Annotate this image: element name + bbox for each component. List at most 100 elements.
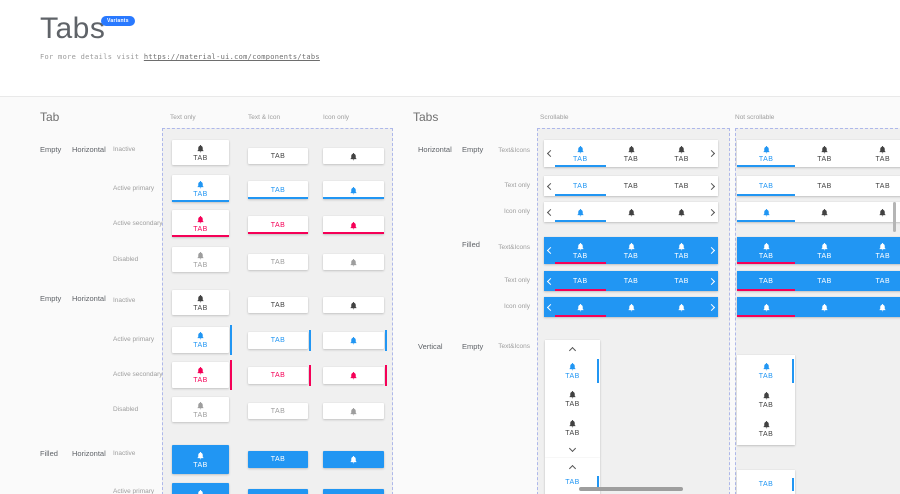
tab[interactable]: TAB xyxy=(656,237,707,264)
tab[interactable] xyxy=(555,297,606,317)
tab-cell[interactable] xyxy=(323,451,384,468)
tab-cell[interactable]: TAB xyxy=(172,360,232,390)
tab[interactable] xyxy=(606,297,657,317)
tab[interactable]: TAB xyxy=(606,271,657,291)
vertical-tab-strip: TAB TAB TAB xyxy=(545,340,600,458)
tab[interactable]: TAB xyxy=(545,476,600,489)
tab-cell[interactable] xyxy=(323,181,384,199)
chevron-right-icon[interactable] xyxy=(707,271,718,291)
tab[interactable]: TAB xyxy=(656,271,707,291)
tab-cell[interactable]: TAB xyxy=(248,451,308,468)
chevron-right-icon[interactable] xyxy=(707,140,718,167)
tab-cell[interactable] xyxy=(323,297,384,313)
tab-cell[interactable]: TAB xyxy=(172,445,229,474)
tab[interactable] xyxy=(854,202,900,222)
tab[interactable]: TAB xyxy=(854,271,900,291)
tab-cell[interactable]: TAB xyxy=(172,290,229,315)
tab-cell[interactable]: TAB xyxy=(172,247,229,272)
tab-cell[interactable]: TAB xyxy=(248,297,308,313)
docs-link[interactable]: https://material-ui.com/components/tabs xyxy=(143,53,320,61)
chevron-left-icon[interactable] xyxy=(544,297,555,317)
tab[interactable]: TAB xyxy=(737,478,795,491)
tab[interactable]: TAB xyxy=(545,417,600,439)
tab-cell[interactable]: TAB xyxy=(248,365,311,386)
tab-label: TAB xyxy=(193,461,208,469)
tab[interactable] xyxy=(737,202,796,222)
tab[interactable]: TAB xyxy=(737,237,796,264)
tab-cell[interactable]: TAB xyxy=(172,397,229,422)
tab[interactable] xyxy=(555,202,606,222)
tab[interactable] xyxy=(656,297,707,317)
tab[interactable] xyxy=(795,297,853,317)
tab[interactable]: TAB xyxy=(795,237,853,264)
tab[interactable]: TAB xyxy=(656,176,707,196)
tab-cell[interactable] xyxy=(323,330,387,351)
tab-cell[interactable] xyxy=(323,148,384,164)
vertical-scrollbar[interactable] xyxy=(893,202,896,232)
bell-icon xyxy=(197,144,204,152)
tab-cell[interactable]: TAB xyxy=(172,175,229,202)
chevron-right-icon[interactable] xyxy=(707,297,718,317)
tab[interactable]: TAB xyxy=(854,176,900,196)
tab-cell[interactable]: TAB xyxy=(248,489,308,494)
tab-cell[interactable] xyxy=(323,254,384,270)
tab-cell[interactable] xyxy=(323,365,387,386)
tab[interactable]: TAB xyxy=(606,237,657,264)
tab-cell[interactable]: TAB xyxy=(248,330,311,351)
tab[interactable]: TAB xyxy=(795,271,853,291)
tab[interactable] xyxy=(656,202,707,222)
tab[interactable]: TAB xyxy=(737,176,796,196)
tab-cell[interactable]: TAB xyxy=(172,210,229,237)
chevron-left-icon[interactable] xyxy=(544,140,555,167)
tab[interactable]: TAB xyxy=(737,271,796,291)
chevron-left-icon[interactable] xyxy=(544,237,555,264)
tab[interactable]: TAB xyxy=(795,176,853,196)
tab-cell[interactable]: TAB xyxy=(172,140,229,165)
tab[interactable] xyxy=(795,202,853,222)
tab-cell[interactable]: TAB xyxy=(248,403,308,419)
chevron-left-icon[interactable] xyxy=(544,271,555,291)
tab[interactable]: TAB xyxy=(854,140,900,167)
tab-cell[interactable] xyxy=(323,489,384,494)
chevron-left-icon[interactable] xyxy=(544,176,555,196)
tab-cell[interactable]: TAB xyxy=(248,254,308,270)
tab[interactable] xyxy=(737,297,796,317)
active-indicator xyxy=(737,194,796,196)
chevron-up-icon[interactable] xyxy=(545,463,600,471)
tab[interactable]: TAB xyxy=(737,418,795,440)
tab[interactable]: TAB xyxy=(555,271,606,291)
tab-cell[interactable]: TAB xyxy=(248,148,308,164)
tab[interactable]: TAB xyxy=(656,140,707,167)
tab-cell[interactable] xyxy=(323,403,384,419)
tab[interactable]: TAB xyxy=(737,140,796,167)
tab[interactable] xyxy=(854,297,900,317)
chevron-down-icon[interactable] xyxy=(545,445,600,453)
tab[interactable] xyxy=(606,202,657,222)
tab-cell[interactable]: TAB xyxy=(172,325,232,355)
chevron-left-icon[interactable] xyxy=(544,202,555,222)
tab[interactable]: TAB xyxy=(545,358,600,383)
chevron-right-icon[interactable] xyxy=(707,202,718,222)
chevron-right-icon[interactable] xyxy=(707,176,718,196)
tab-bar xyxy=(544,297,718,317)
tab[interactable]: TAB xyxy=(555,237,606,264)
tab-bar: TAB TAB TAB xyxy=(737,271,900,291)
tab[interactable]: TAB xyxy=(737,359,795,383)
tab-cell[interactable] xyxy=(323,216,384,234)
tab-cell[interactable]: TAB xyxy=(248,181,308,199)
bell-icon xyxy=(197,366,204,375)
state-label: Disabled xyxy=(113,256,139,263)
tab[interactable]: TAB xyxy=(606,140,657,167)
tab-cell[interactable]: TAB xyxy=(248,216,308,234)
tab[interactable]: TAB xyxy=(606,176,657,196)
tab[interactable]: TAB xyxy=(555,176,606,196)
tab[interactable]: TAB xyxy=(795,140,853,167)
tab-cell[interactable]: TAB xyxy=(172,483,229,494)
tab[interactable]: TAB xyxy=(555,140,606,167)
chevron-up-icon[interactable] xyxy=(545,345,600,353)
chevron-right-icon[interactable] xyxy=(707,237,718,264)
tab[interactable]: TAB xyxy=(854,237,900,264)
tab[interactable]: TAB xyxy=(737,389,795,411)
horizontal-scrollbar[interactable] xyxy=(579,487,683,491)
tab[interactable]: TAB xyxy=(545,388,600,410)
